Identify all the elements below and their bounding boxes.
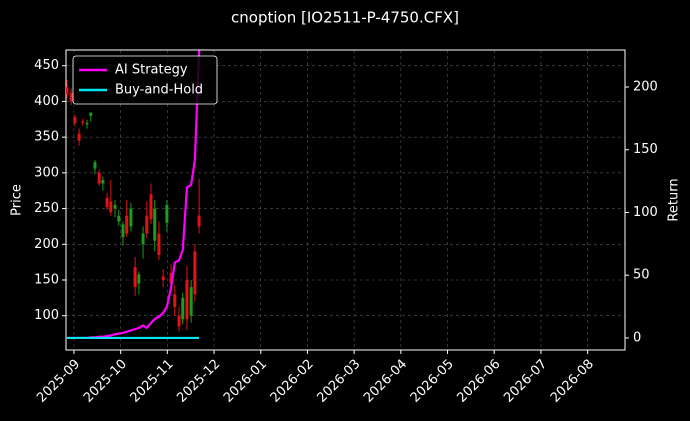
y-tick-label: 400: [34, 94, 59, 109]
candle-body: [77, 133, 81, 141]
y-tick-label: 250: [34, 201, 59, 216]
plot-area: [66, 50, 201, 340]
y-tick-label: 150: [34, 273, 59, 288]
candle-body: [137, 274, 141, 284]
candle-body: [153, 208, 157, 241]
candle-body: [181, 297, 185, 320]
y-tick-label: 300: [34, 165, 59, 180]
legend-label: AI Strategy: [115, 63, 188, 78]
candle-body: [125, 215, 129, 234]
x-tick-label: 2026-02: [268, 357, 317, 406]
candle-body: [129, 208, 133, 227]
candle-body: [157, 233, 161, 255]
candle-body: [133, 267, 137, 288]
x-tick-label: 2026-05: [408, 357, 457, 406]
y2-tick-label: 200: [633, 80, 658, 95]
candle-body: [165, 205, 169, 223]
y-tick-label: 200: [34, 237, 59, 252]
candle-body: [97, 172, 101, 184]
candle-body: [141, 233, 145, 245]
x-tick-label: 2025-12: [174, 357, 223, 406]
x-tick-label: 2025-09: [34, 357, 83, 406]
candle-body: [185, 280, 189, 320]
y-tick-label: 450: [34, 58, 59, 73]
y-tick-label: 350: [34, 130, 59, 145]
y-tick-label: 100: [34, 308, 59, 323]
candle-body: [93, 162, 97, 169]
candle-body: [73, 117, 77, 123]
y2-tick-label: 100: [633, 205, 658, 220]
candle-body: [89, 112, 93, 116]
x-tick-label: 2026-04: [361, 357, 410, 406]
x-tick-label: 2026-07: [501, 357, 550, 406]
x-tick-label: 2026-08: [548, 357, 597, 406]
candle-body: [69, 92, 73, 102]
candle-body: [145, 215, 149, 234]
candle-body: [173, 294, 177, 308]
candle-body: [193, 251, 197, 295]
candle-body: [189, 287, 193, 316]
candle-body: [197, 215, 201, 227]
candle-body: [121, 224, 125, 238]
candle-body: [105, 197, 109, 208]
x-tick-label: 2025-10: [81, 357, 130, 406]
candle-body: [113, 205, 117, 209]
candle-body: [161, 276, 165, 280]
legend-box: [72, 55, 218, 105]
plot-frame: [65, 49, 626, 351]
candle-body: [85, 122, 89, 125]
candle-body: [177, 315, 181, 327]
candle-body: [149, 194, 153, 220]
y2-tick-label: 0: [633, 330, 641, 345]
candle-body: [169, 272, 173, 284]
candle-body: [66, 87, 69, 95]
candle-body: [101, 180, 105, 184]
candle-body: [109, 201, 113, 213]
x-tick-label: 2025-11: [128, 357, 177, 406]
candle-body: [81, 121, 85, 123]
y2-axis-label: Return: [667, 178, 682, 221]
candle-body: [117, 215, 121, 222]
x-tick-label: 2026-06: [455, 357, 504, 406]
y2-tick-label: 150: [633, 142, 658, 157]
x-tick-label: 2026-01: [221, 357, 270, 406]
chart-title: cnoption [IO2511-P-4750.CFX]: [231, 9, 459, 27]
y-axis-label: Price: [10, 184, 25, 216]
y2-tick-label: 50: [633, 268, 650, 283]
x-tick-label: 2026-03: [314, 357, 363, 406]
legend-label: Buy-and-Hold: [115, 83, 203, 98]
